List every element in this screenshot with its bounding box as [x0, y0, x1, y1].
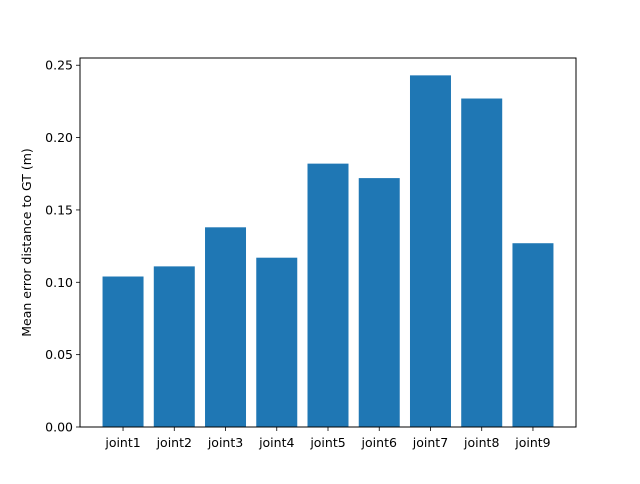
- y-tick-label: 0.00: [45, 420, 73, 435]
- bar-joint3: [205, 227, 247, 427]
- bar-joint9: [512, 243, 554, 427]
- bar-joint7: [409, 75, 451, 427]
- x-tick-label: joint2: [156, 435, 192, 450]
- x-tick-label: joint5: [309, 435, 345, 450]
- y-tick-label: 0.10: [45, 275, 73, 290]
- y-axis: 0.00 0.05 0.10 0.15 0.20 0.25: [45, 58, 80, 435]
- bar-joint6: [358, 178, 400, 427]
- x-tick-label: joint4: [258, 435, 294, 450]
- bar-joint5: [307, 163, 349, 427]
- plot-frame: [79, 57, 577, 428]
- x-tick-label: joint1: [104, 435, 140, 450]
- bar-joint2: [153, 266, 195, 427]
- bars-group: [102, 75, 554, 428]
- x-tick-label: joint6: [361, 435, 397, 450]
- bar-joint8: [461, 98, 503, 428]
- y-tick-label: 0.25: [45, 58, 73, 73]
- x-tick-label: joint3: [207, 435, 243, 450]
- y-tick-label: 0.05: [45, 347, 73, 362]
- x-axis: joint1 joint2 joint3 joint4 joint5 joint6 join…: [104, 427, 551, 450]
- bar-joint1: [102, 276, 144, 427]
- x-tick-label: joint7: [412, 435, 448, 450]
- x-tick-label: joint8: [463, 435, 499, 450]
- y-tick-label: 0.15: [45, 202, 73, 217]
- y-tick-label: 0.20: [45, 130, 73, 145]
- y-axis-label: Mean error distance to GT (m): [19, 148, 34, 337]
- bar-joint4: [256, 257, 298, 427]
- x-tick-label: joint9: [514, 435, 550, 450]
